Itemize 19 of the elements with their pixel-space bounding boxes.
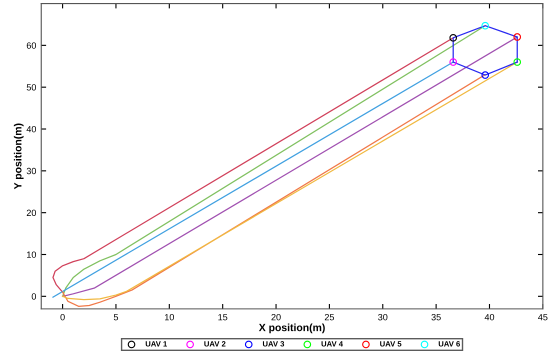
y-tick-label: 50 — [26, 84, 36, 91]
x-tick-label: 0 — [60, 314, 65, 320]
x-tick-label: 10 — [164, 314, 174, 320]
y-axis-title: Y position(m) — [14, 124, 24, 190]
y-tick-label: 0 — [32, 293, 36, 300]
y-tick-label: 60 — [26, 42, 36, 49]
x-tick-label: 15 — [218, 314, 228, 320]
y-tick-label: 40 — [26, 126, 36, 132]
x-tick-label: 45 — [538, 314, 548, 320]
y-tick-label: 20 — [26, 210, 36, 216]
x-tick-label: 30 — [378, 314, 388, 320]
x-tick-label: 35 — [431, 314, 441, 320]
y-tick-label: 30 — [26, 168, 36, 174]
x-tick-label: 25 — [324, 314, 334, 320]
y-tick-label: 10 — [27, 251, 36, 258]
x-tick-label: 20 — [271, 314, 281, 320]
x-tick-label: 5 — [114, 314, 118, 320]
x-tick-label: 40 — [484, 314, 494, 320]
x-axis-title: X position(m) — [258, 324, 325, 334]
